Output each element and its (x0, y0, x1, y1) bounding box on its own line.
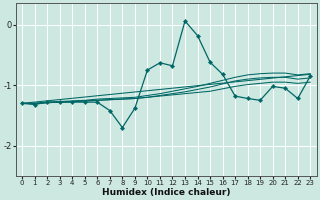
X-axis label: Humidex (Indice chaleur): Humidex (Indice chaleur) (102, 188, 230, 197)
